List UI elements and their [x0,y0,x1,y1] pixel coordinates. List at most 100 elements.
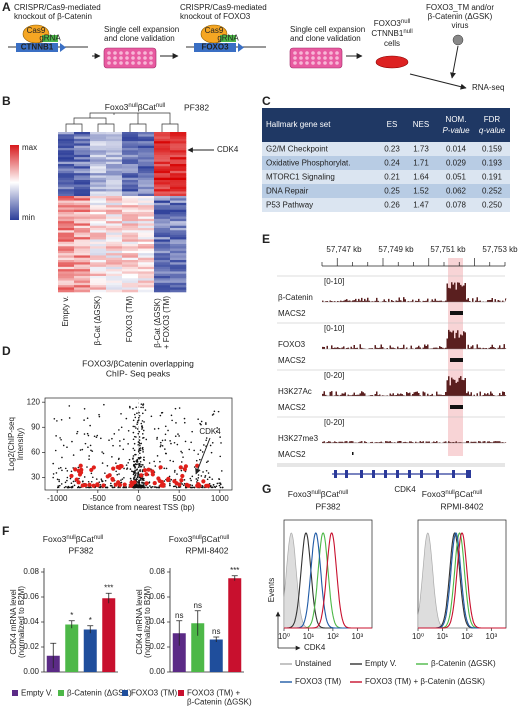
scatter-point [66,486,69,489]
signal-track [322,441,507,443]
heatmap-cell [154,262,171,265]
scatter-point [83,476,86,478]
heatmap-cell [138,152,155,156]
heatmap-cell [154,193,171,197]
heatmap-cell [106,193,123,197]
heatmap-cell [90,216,107,220]
heatmap-cell [122,278,139,281]
heatmap-cell [90,177,107,181]
label: CRISPR/Cas9-mediated [180,3,267,12]
x-tick-label: -500 [90,494,107,503]
heatmap-cell [58,255,75,259]
heatmap-cell [170,250,187,254]
table-cell: P53 Pathway [266,201,313,210]
heatmap-cell [138,180,155,183]
highlight-point [73,467,78,472]
heatmap-cell [106,244,123,247]
bar [228,578,242,672]
heatmap-cell [138,223,155,227]
scatter-point [122,448,125,451]
heatmap-cell [154,241,171,245]
label: RPMI-8402 [186,545,229,555]
x-tick-label: 10² [461,632,473,641]
well [335,51,339,55]
label: Foxo3nullβCatnull [43,534,103,544]
heatmap-cell [90,148,107,151]
heatmap-cell [138,207,155,211]
heatmap-cell [170,132,187,135]
scatter-point [81,448,84,451]
heatmap-cell [138,143,155,147]
scatter-point [159,445,162,448]
y-tick-label: 0.00 [23,667,39,676]
scatter-point [137,450,140,453]
heatmap-cell [170,145,187,149]
heatmap-cell [138,136,155,140]
label: RPMI-8402 [441,501,484,511]
scatter-point [176,473,178,475]
heatmap-cell [58,248,75,252]
x-tick-label: 10¹ [303,632,315,641]
heatmap-cell [154,186,171,190]
heatmap-cell [122,239,139,243]
heatmap-cell [106,285,123,288]
line [195,437,211,475]
heatmap-cell [106,241,123,245]
heatmap-cell [138,257,155,261]
heatmap-cell [106,209,123,213]
scatter-point [55,472,58,474]
y-axis-label: (normalized to B2M) [143,586,152,658]
heatmap-cell [154,175,171,179]
heatmap-cell [170,136,187,140]
heatmap-cell [154,166,171,169]
heatmap-cell [58,134,75,137]
heatmap-cell [74,180,91,183]
scatter-point [190,441,192,444]
scatter-point [195,459,198,462]
heatmap-cell [122,148,139,151]
scatter-point [142,478,144,481]
highlight-point [144,481,149,486]
heatmap-cell [170,134,187,137]
error-bar [105,592,112,604]
scatter-point [118,457,120,460]
label: Cas9 [27,26,46,35]
heatmap-cell [90,173,107,176]
heatmap-cell [106,278,123,281]
scatter-point [191,475,194,478]
heatmap-cell [122,164,139,167]
scatter-point [141,481,143,484]
scatter-point [56,478,59,481]
scatter-point [69,486,71,489]
scatter-point [172,460,175,463]
heatmap-cell [90,282,107,286]
heatmap-cell [90,143,107,147]
well [119,51,123,55]
heatmap-cell [154,173,171,176]
heatmap-cell [138,285,155,288]
legend-swatch [12,690,18,696]
heatmap-cell [90,271,107,275]
heatmap-cell [138,209,155,213]
heatmap-cell [58,205,75,208]
error-bar [87,625,94,634]
heatmap-cell [170,200,187,204]
scatter-point [142,404,144,406]
scatter-point [138,449,141,452]
heatmap-cell [154,234,171,238]
scatter-point [177,486,180,488]
panel-label: C [262,94,271,108]
heatmap-cell [170,198,187,201]
table-cell: 0.193 [482,159,503,168]
heatmap-cell [74,152,91,156]
heatmap-cell [106,170,123,174]
well [113,56,117,60]
well [299,61,303,65]
heatmap-cell [154,141,171,144]
scatter-point [141,420,144,422]
scatter-point [208,476,211,479]
heatmap-cell [138,214,155,217]
heatmap-cell [106,186,123,190]
heatmap-cell [170,257,187,261]
x-tick-label: 10⁰ [278,632,290,641]
